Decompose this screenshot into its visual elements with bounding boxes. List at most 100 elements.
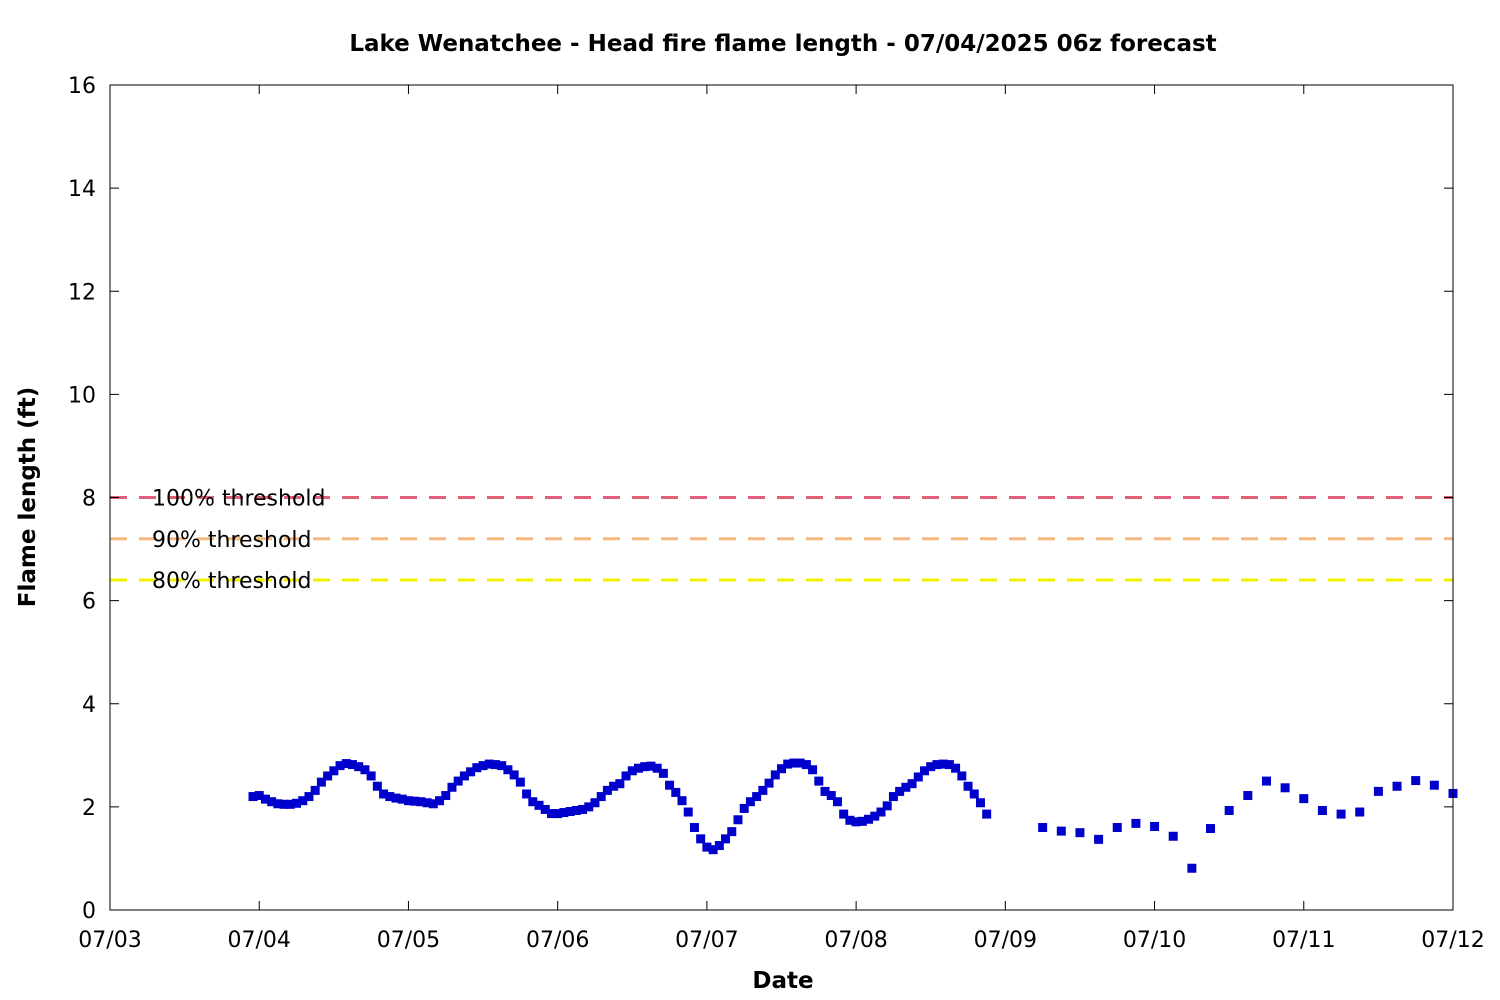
plot-area-frame: [109, 84, 1454, 911]
data-point: [273, 799, 283, 809]
data-point: [752, 792, 762, 802]
data-point: [453, 776, 463, 786]
y-tick-label: 16: [68, 74, 96, 99]
data-point: [379, 789, 389, 799]
y-tick-label: 2: [82, 796, 96, 821]
data-point: [764, 778, 774, 788]
data-point: [1373, 786, 1383, 796]
data-point: [845, 815, 855, 825]
data-point: [546, 809, 556, 819]
data-point: [335, 761, 345, 771]
data-point: [777, 764, 786, 774]
data-point: [963, 781, 973, 791]
data-point: [758, 785, 768, 795]
data-point: [304, 792, 314, 802]
threshold-lines: [110, 496, 1453, 582]
data-point: [1392, 781, 1402, 791]
data-point: [1187, 863, 1197, 873]
data-point: [298, 796, 308, 806]
data-point: [714, 841, 724, 851]
data-point: [260, 794, 270, 804]
data-point: [279, 799, 289, 809]
data-point: [472, 763, 482, 773]
legend: 100% threshold 90% threshold 80% threshold: [152, 487, 326, 595]
x-tick-label: 07/06: [526, 928, 589, 953]
x-tick-label: 07/11: [1272, 928, 1335, 953]
data-point: [1150, 821, 1160, 831]
data-point: [478, 761, 488, 771]
data-point: [354, 762, 364, 772]
data-point: [727, 827, 737, 837]
threshold-legend-label: 90% threshold: [152, 528, 312, 553]
data-point: [522, 789, 532, 799]
data-point: [372, 781, 382, 791]
axis-ticks: 0 2 4 6 8 10 12 14 16 07/03 07/04 07/05 07/06 07/07 07…: [68, 74, 1485, 953]
threshold-legend-label: 100% threshold: [152, 487, 326, 512]
y-axis-label: Flame length (ft): [15, 387, 41, 607]
data-point: [696, 834, 706, 844]
data-point: [770, 770, 780, 780]
data-point: [310, 785, 320, 795]
data-point: [689, 823, 699, 832]
x-tick-label: 07/09: [974, 928, 1037, 953]
data-point: [814, 776, 824, 786]
data-point: [1206, 824, 1216, 834]
data-point: [1429, 780, 1439, 790]
data-point: [497, 761, 507, 771]
data-point: [1056, 826, 1066, 836]
y-tick-label: 6: [82, 590, 96, 615]
x-tick-label: 07/12: [1421, 928, 1484, 953]
data-point: [808, 765, 818, 775]
data-point: [621, 771, 631, 781]
data-point: [801, 760, 811, 770]
x-axis-label: Date: [752, 968, 813, 994]
data-point: [913, 772, 923, 782]
data-point: [851, 817, 861, 827]
data-point: [503, 765, 513, 775]
data-point: [596, 792, 606, 802]
chart-title: Lake Wenatchee - Head fire flame length …: [349, 31, 1216, 57]
data-point: [864, 814, 874, 824]
data-point: [1355, 807, 1365, 817]
data-point: [1112, 823, 1122, 832]
data-point: [975, 798, 985, 808]
y-tick-label: 8: [82, 487, 96, 512]
data-point: [888, 792, 898, 802]
data-point: [733, 815, 743, 825]
data-point: [553, 809, 563, 819]
data-point: [926, 762, 936, 772]
data-point: [528, 797, 538, 807]
data-point: [1299, 794, 1309, 804]
data-point: [839, 809, 849, 819]
data-point: [466, 767, 476, 777]
data-point: [285, 799, 295, 809]
x-tick-label: 07/05: [377, 928, 440, 953]
data-point: [1075, 828, 1085, 838]
data-point: [870, 811, 880, 821]
data-point: [708, 845, 718, 855]
data-point: [490, 760, 500, 770]
data-point: [857, 816, 867, 826]
data-point: [360, 765, 370, 775]
data-point: [671, 787, 681, 797]
data-point: [683, 807, 693, 817]
threshold-legend-label: 80% threshold: [152, 569, 312, 594]
data-point: [721, 834, 731, 844]
data-point: [403, 796, 413, 806]
data-point: [1280, 783, 1290, 793]
data-point: [584, 802, 594, 812]
data-point: [938, 759, 948, 769]
data-point: [1131, 818, 1141, 828]
data-point: [428, 799, 438, 809]
data-point: [571, 805, 581, 815]
data-point: [876, 807, 886, 817]
data-point: [341, 759, 351, 769]
x-tick-label: 07/10: [1123, 928, 1186, 953]
data-point: [665, 780, 675, 790]
y-tick-label: 14: [68, 177, 96, 202]
data-point: [745, 797, 755, 807]
data-point: [329, 766, 339, 776]
data-point: [633, 763, 643, 773]
data-point: [323, 771, 333, 781]
